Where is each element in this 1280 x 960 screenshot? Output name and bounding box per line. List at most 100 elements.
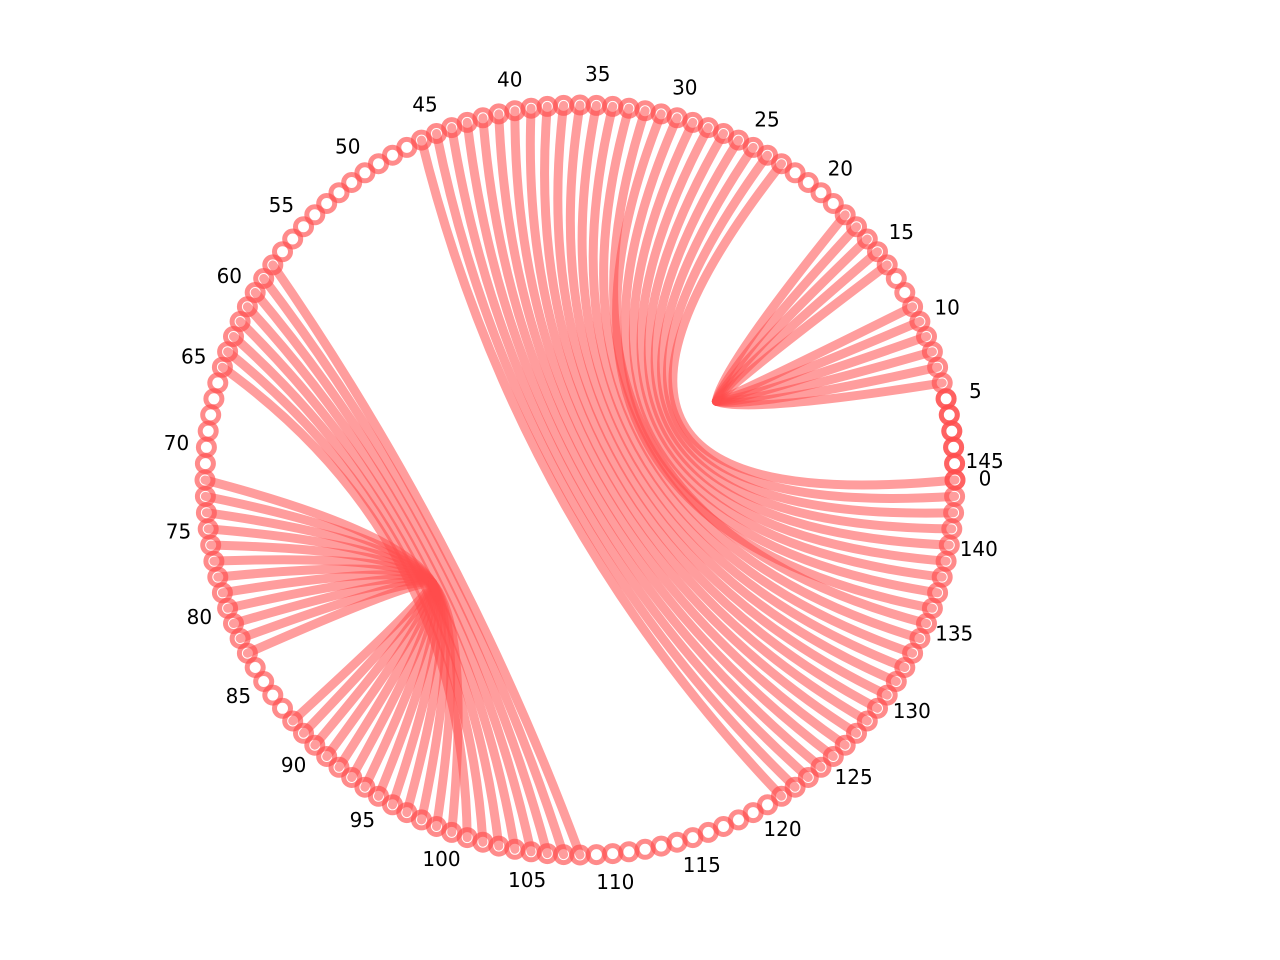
nodes-layer <box>194 94 966 866</box>
edge-2-4 <box>565 100 901 686</box>
edge-2-13 <box>432 129 800 792</box>
node-147 <box>941 420 963 442</box>
tick-label-10: 10 <box>934 295 959 319</box>
tick-label-115: 115 <box>683 853 721 877</box>
node-92 <box>328 756 350 778</box>
tick-label-15: 15 <box>889 220 914 244</box>
tick-labels-layer: 0 5 10 15 20 25 30 35 40 45 50 55 60 65 70 75 80 85 90 95 10… <box>164 62 1004 894</box>
node-70 <box>195 436 217 458</box>
edge-3-2 <box>250 288 552 859</box>
node-88 <box>282 710 304 732</box>
edge-3-3 <box>242 302 536 857</box>
tick-label-70: 70 <box>164 431 189 455</box>
node-58 <box>262 254 284 276</box>
node-86 <box>262 684 284 706</box>
edge-2-3 <box>577 100 910 672</box>
node-90 <box>304 734 326 756</box>
edge-2-11 <box>462 117 826 772</box>
node-56 <box>282 228 304 250</box>
node-16 <box>856 228 878 250</box>
node-130 <box>876 684 898 706</box>
node-18 <box>834 204 856 226</box>
node-126 <box>834 734 856 756</box>
edge-3-0 <box>268 260 585 860</box>
node-53 <box>316 193 338 214</box>
node-94 <box>354 776 376 798</box>
tick-label-95: 95 <box>350 808 375 832</box>
node-22 <box>784 162 806 184</box>
node-110 <box>602 843 624 865</box>
node-21 <box>797 172 819 193</box>
node-51 <box>341 172 363 193</box>
node-121 <box>771 785 792 807</box>
tick-label-125: 125 <box>835 765 873 789</box>
node-89 <box>293 722 314 744</box>
edge-2-0 <box>609 106 931 628</box>
tick-label-100: 100 <box>422 847 460 871</box>
edge-2-8 <box>510 106 861 738</box>
tick-label-105: 105 <box>508 868 546 892</box>
node-122 <box>784 776 806 798</box>
edge-1-4 <box>643 129 954 550</box>
node-69 <box>197 420 219 442</box>
edge-0-10 <box>711 210 850 406</box>
node-145 <box>944 453 966 475</box>
node-149 <box>935 388 957 410</box>
node-111 <box>618 841 640 863</box>
tick-label-25: 25 <box>754 107 779 131</box>
edge-4-11 <box>242 578 438 658</box>
node-15 <box>867 241 888 263</box>
edges-layer <box>200 100 960 860</box>
node-129 <box>867 697 888 719</box>
node-68 <box>200 404 222 426</box>
node-91 <box>316 746 338 767</box>
node-14 <box>876 254 898 276</box>
tick-label-30: 30 <box>672 75 697 99</box>
tick-label-85: 85 <box>226 684 251 708</box>
tick-label-35: 35 <box>585 62 610 86</box>
tick-label-60: 60 <box>217 264 242 288</box>
edge-1-3 <box>650 135 957 534</box>
node-49 <box>368 153 389 175</box>
tick-label-75: 75 <box>166 519 191 543</box>
tick-label-55: 55 <box>269 193 294 217</box>
node-127 <box>846 722 867 744</box>
tick-label-20: 20 <box>828 156 853 180</box>
node-13 <box>885 268 907 289</box>
edge-2-12 <box>447 123 813 782</box>
node-50 <box>354 162 376 184</box>
edge-2-5 <box>553 100 892 700</box>
edge-2-2 <box>588 101 918 658</box>
tick-label-130: 130 <box>893 699 931 723</box>
tick-label-110: 110 <box>596 870 634 894</box>
edge-2-10 <box>478 113 838 761</box>
node-17 <box>846 216 867 238</box>
edge-2-6 <box>540 101 882 713</box>
edge-2-14 <box>417 135 786 801</box>
node-55 <box>293 216 314 238</box>
tick-label-145: 145 <box>966 449 1004 473</box>
node-87 <box>272 697 293 719</box>
tick-label-5: 5 <box>969 379 982 403</box>
tick-label-140: 140 <box>960 537 998 561</box>
tick-label-65: 65 <box>181 345 206 369</box>
node-57 <box>272 241 293 263</box>
edge-3-1 <box>259 274 569 860</box>
node-112 <box>634 838 656 860</box>
node-148 <box>938 404 960 426</box>
edge-2-9 <box>494 109 850 750</box>
node-128 <box>856 710 878 732</box>
edge-1-2 <box>656 142 959 518</box>
node-67 <box>203 388 225 410</box>
tick-label-80: 80 <box>187 605 212 629</box>
edge-4-24 <box>428 578 463 837</box>
node-19 <box>822 193 844 214</box>
edge-2-1 <box>599 103 925 643</box>
node-20 <box>810 182 832 204</box>
tick-label-0: 0 <box>979 467 992 491</box>
node-109 <box>585 844 607 866</box>
node-52 <box>328 182 350 204</box>
node-125 <box>822 746 844 767</box>
